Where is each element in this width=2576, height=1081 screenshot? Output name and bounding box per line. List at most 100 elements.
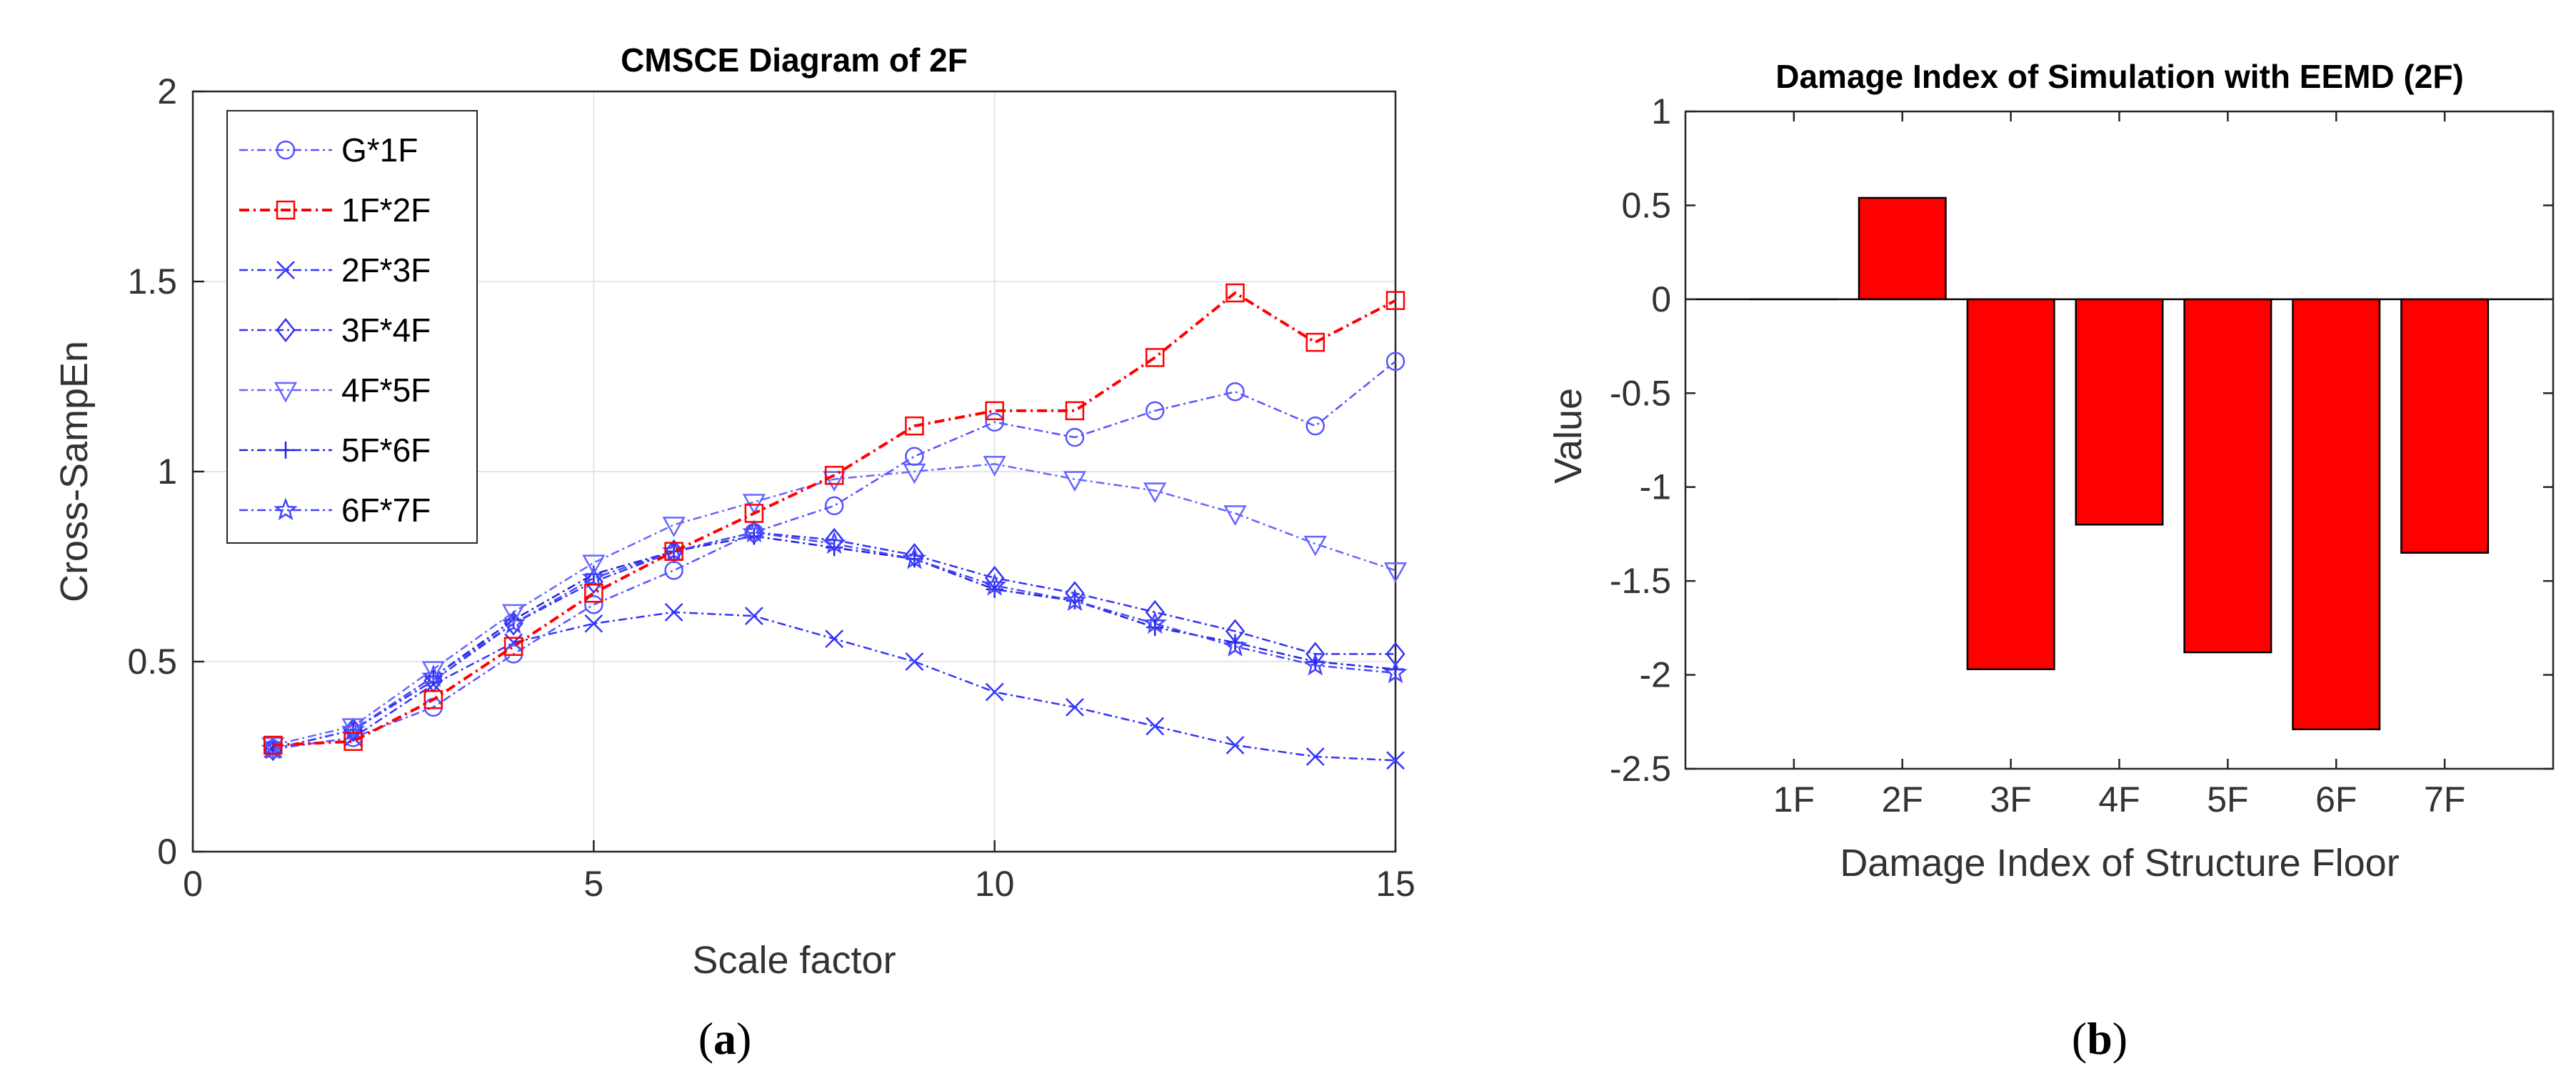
data-point <box>1226 382 1245 402</box>
data-point <box>1143 482 1167 504</box>
bar-4F <box>2075 298 2164 526</box>
bar-chart: -2.5 -2 -1.5 -1 -0.5 0 0.5 1 1F 2F 3F 4F 5F 6F 7F Dama… <box>1547 58 2555 1064</box>
bar-y-tick-label: -0.5 <box>1610 373 1671 413</box>
data-point <box>1223 505 1247 527</box>
data-point <box>341 718 365 739</box>
data-point <box>744 522 764 542</box>
x-tick-label: 5 <box>583 864 603 904</box>
data-point <box>261 737 285 758</box>
line-chart-ticks: 0 5 10 15 0 0.5 1 1.5 2 <box>127 71 1415 904</box>
y-tick-label: 0.5 <box>127 642 177 682</box>
data-point <box>344 732 363 751</box>
bar-x-tick-label: 3F <box>1990 779 2031 820</box>
y-tick-label: 0 <box>157 832 177 872</box>
series-line <box>273 291 1396 747</box>
series-line <box>273 463 1396 747</box>
data-point <box>1383 562 1408 583</box>
caption-b-label: b <box>2087 1013 2113 1064</box>
data-point <box>905 416 924 436</box>
legend-marker <box>274 382 298 403</box>
bar-x-tick-label: 1F <box>1773 779 1815 820</box>
data-point <box>264 735 283 755</box>
data-point <box>501 611 526 634</box>
data-point <box>1385 291 1405 310</box>
legend-label: 3F*4F <box>341 312 431 349</box>
bar-x-tick-label: 6F <box>2315 779 2357 820</box>
legend-label: 6F*7F <box>341 492 431 529</box>
data-point <box>1383 660 1408 684</box>
y-tick-label: 1 <box>157 452 177 492</box>
data-point <box>421 661 445 682</box>
data-point <box>1063 588 1087 612</box>
bar-2F <box>1858 196 1947 301</box>
legend-label: 4F*5F <box>341 372 431 409</box>
data-point <box>584 614 603 633</box>
data-point <box>1223 634 1248 657</box>
line-chart: 0 5 10 15 0 0.5 1 1.5 2 CMSCE Diagram of 2F Scal… <box>53 41 1415 1064</box>
data-point <box>1145 401 1165 421</box>
data-point <box>822 531 846 554</box>
data-point <box>1305 747 1325 766</box>
data-point <box>1066 697 1084 717</box>
data-point <box>983 456 1006 477</box>
legend-box <box>226 110 478 544</box>
data-point <box>584 594 603 614</box>
data-point <box>664 542 683 561</box>
bar-6F <box>2292 298 2381 731</box>
bar-chart-bars <box>1749 196 2490 731</box>
bar-7F <box>2400 298 2490 554</box>
legend-label: 5F*6F <box>341 432 431 469</box>
series-line <box>273 531 1396 750</box>
data-point <box>985 401 1004 421</box>
line-chart-title: CMSCE Diagram of 2F <box>621 41 968 79</box>
line-chart-legend: G*1F 1F*2F 2F*3F 3F*4F 4F*5F 5F*6F 6F*7F <box>226 110 478 544</box>
bar-5F <box>2183 298 2272 654</box>
data-point <box>902 546 927 569</box>
data-point <box>1146 717 1165 736</box>
y-tick-label: 1.5 <box>127 261 177 302</box>
bar-chart-ticks: -2.5 -2 -1.5 -1 -0.5 0 0.5 1 1F 2F 3F 4F 5F 6F 7F <box>1610 91 2553 820</box>
bar-y-tick-label: 0.5 <box>1621 185 1671 225</box>
data-point <box>985 682 1004 702</box>
data-point <box>424 689 443 709</box>
y-tick-label: 2 <box>157 71 177 111</box>
line-chart-ylabel: Cross-SampEn <box>53 341 96 602</box>
data-point <box>744 607 763 626</box>
data-point <box>341 717 366 741</box>
data-point <box>584 583 603 603</box>
data-point <box>905 652 924 671</box>
legend-marker <box>276 200 296 220</box>
bar-x-tick-label: 7F <box>2424 779 2465 820</box>
bar-chart-ylabel: Value <box>1547 388 1590 484</box>
caption-a: (a) <box>698 1013 752 1064</box>
data-point <box>1065 427 1085 447</box>
data-point <box>503 637 523 656</box>
series-4F*5F <box>261 456 1408 758</box>
legend-marker <box>274 497 298 521</box>
data-point <box>664 602 683 622</box>
caption-b: (b) <box>2072 1013 2128 1064</box>
data-point <box>822 471 846 492</box>
x-tick-label: 10 <box>975 864 1015 904</box>
data-point <box>1143 611 1167 634</box>
bar-y-tick-label: 1 <box>1651 91 1671 131</box>
data-point <box>1305 416 1325 436</box>
legend-marker <box>277 442 294 459</box>
bar-y-tick-label: -1.5 <box>1610 561 1671 601</box>
bar-chart-xlabel: Damage Index of Structure Floor <box>1840 842 2399 885</box>
bar-x-tick-label: 4F <box>2098 779 2140 820</box>
legend-marker <box>276 140 296 160</box>
x-tick-label: 0 <box>183 864 203 904</box>
x-tick-label: 15 <box>1375 864 1415 904</box>
data-point <box>744 504 764 523</box>
data-point <box>824 466 844 485</box>
line-chart-xlabel: Scale factor <box>692 939 896 982</box>
bar-x-tick-label: 2F <box>1882 779 1923 820</box>
legend-label: 2F*3F <box>341 251 431 289</box>
data-point <box>983 573 1007 596</box>
data-point <box>664 561 683 580</box>
bar-y-tick-label: -2 <box>1640 655 1671 695</box>
data-point <box>1063 471 1087 492</box>
data-point <box>1226 283 1245 303</box>
bar-y-tick-label: 0 <box>1651 279 1671 319</box>
